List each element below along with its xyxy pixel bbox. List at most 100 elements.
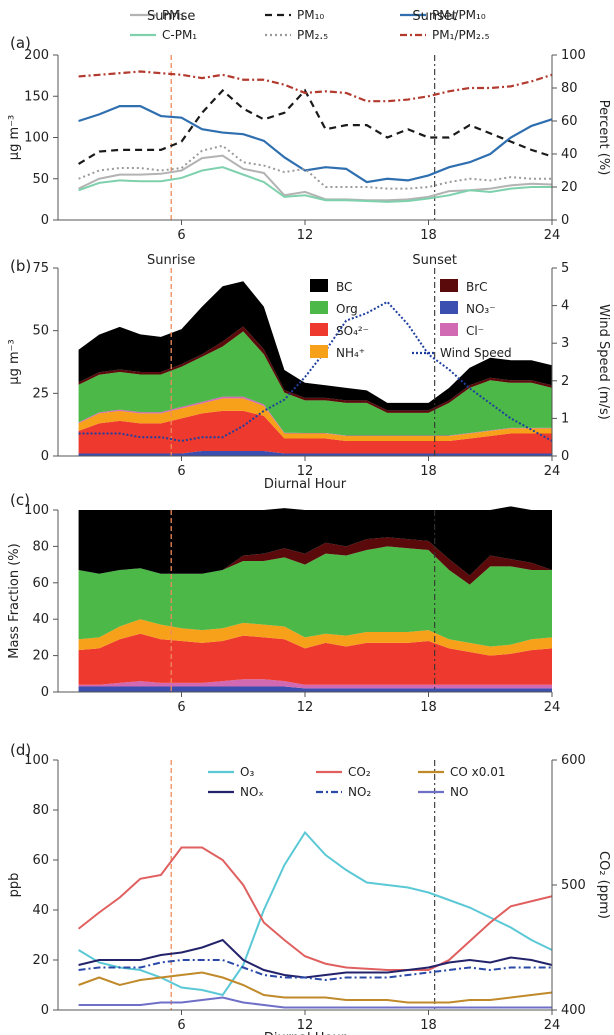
y-tick-label: 40 bbox=[32, 903, 49, 918]
legend-swatch-cl bbox=[440, 323, 458, 336]
legend-label-pm1_pm10: PM₁/PM₁₀ bbox=[432, 8, 486, 22]
series-o3 bbox=[78, 830, 553, 997]
x-tick-label: 18 bbox=[420, 700, 437, 715]
y-tick-label: 80 bbox=[32, 803, 49, 818]
legend-label-so4: SO₄²⁻ bbox=[336, 324, 369, 338]
legend-label-co: CO x0.01 bbox=[450, 765, 505, 779]
y2-axis-label: CO₂ (ppm) bbox=[596, 851, 611, 919]
x-tick-label: 24 bbox=[544, 464, 561, 479]
y-tick-label: 80 bbox=[32, 539, 49, 554]
legend-label-nox: NOₓ bbox=[240, 785, 264, 799]
series-cpm1 bbox=[78, 166, 552, 203]
y-axis-label: Mass Fraction (%) bbox=[7, 543, 22, 658]
area-cl bbox=[78, 679, 552, 689]
y2-tick-label: 100 bbox=[561, 48, 586, 63]
legend-label-bc: BC bbox=[336, 280, 352, 294]
y-tick-label: 0 bbox=[41, 213, 49, 228]
panel-label: (d) bbox=[10, 741, 31, 759]
x-tick-label: 18 bbox=[420, 1018, 437, 1033]
y2-tick-label: 20 bbox=[561, 180, 578, 195]
legend-label-co2: CO₂ bbox=[348, 765, 371, 779]
x-tick-label: 12 bbox=[297, 700, 314, 715]
y-tick-label: 60 bbox=[32, 576, 49, 591]
y2-tick-label: 400 bbox=[561, 1003, 586, 1018]
x-axis-label: Diurnal Hour bbox=[264, 1031, 347, 1035]
area-org bbox=[78, 331, 552, 436]
x-tick-label: 12 bbox=[297, 464, 314, 479]
sunset-label: Sunset bbox=[412, 253, 457, 268]
legend-swatch-no3 bbox=[440, 301, 458, 314]
y-axis-label: μg m⁻³ bbox=[7, 339, 22, 384]
y2-tick-label: 40 bbox=[561, 147, 578, 162]
legend-label-o3: O₃ bbox=[240, 765, 254, 779]
x-tick-label: 12 bbox=[297, 228, 314, 243]
sunrise-label: Sunrise bbox=[147, 9, 195, 24]
legend-label-wind: Wind Speed bbox=[440, 346, 512, 360]
y-tick-label: 0 bbox=[41, 1003, 49, 1018]
legend-label-pm25: PM₂.₅ bbox=[297, 28, 328, 42]
y-tick-label: 50 bbox=[32, 324, 49, 339]
series-pm1_pm25 bbox=[78, 70, 553, 103]
y2-tick-label: 5 bbox=[561, 261, 569, 276]
area-so4 bbox=[78, 410, 552, 454]
legend-label-nh4: NH₄⁺ bbox=[336, 346, 365, 360]
y-tick-label: 100 bbox=[24, 753, 49, 768]
area-nh4 bbox=[78, 619, 552, 656]
area-brc bbox=[78, 537, 552, 585]
x-tick-label: 12 bbox=[297, 1018, 314, 1033]
y-tick-label: 150 bbox=[24, 89, 49, 104]
legend-label-org: Org bbox=[336, 302, 358, 316]
area-bc bbox=[78, 281, 552, 411]
series-no bbox=[78, 996, 552, 1009]
y-axis-label: ppb bbox=[7, 873, 22, 898]
area-nh4 bbox=[78, 398, 552, 441]
y-tick-label: 40 bbox=[32, 612, 49, 627]
x-tick-label: 6 bbox=[177, 700, 185, 715]
y2-tick-label: 500 bbox=[561, 878, 586, 893]
area-so4 bbox=[78, 633, 552, 685]
panel-d: (d) 6 12 18 24 0 20 40 60 80 100 400 500 600 ppb CO₂ (p… bbox=[7, 741, 611, 1035]
x-tick-label: 6 bbox=[177, 464, 185, 479]
y-tick-label: 20 bbox=[32, 953, 49, 968]
legend-swatch-nh4 bbox=[310, 345, 328, 358]
legend-label-cl: Cl⁻ bbox=[466, 324, 484, 338]
panel-label: (c) bbox=[10, 491, 30, 509]
x-tick-label: 24 bbox=[544, 228, 561, 243]
y-tick-label: 100 bbox=[24, 131, 49, 146]
y-axis-label: μg m⁻³ bbox=[7, 115, 22, 160]
legend-swatch-so4 bbox=[310, 323, 328, 336]
panel-c: (c) 6 12 18 24 0 20 40 60 80 100 Mass Fraction (%) bbox=[7, 491, 560, 715]
y-tick-label: 20 bbox=[32, 649, 49, 664]
y-tick-label: 50 bbox=[32, 172, 49, 187]
y2-tick-label: 1 bbox=[561, 411, 569, 426]
series-pm25 bbox=[78, 144, 552, 190]
legend-label-pm1_pm25: PM₁/PM₂.₅ bbox=[432, 28, 490, 42]
x-tick-label: 6 bbox=[177, 1018, 185, 1033]
legend-swatch-org bbox=[310, 301, 328, 314]
sunset-label: Sunset bbox=[412, 9, 457, 24]
y-tick-label: 75 bbox=[32, 261, 49, 276]
series-pm10 bbox=[78, 88, 553, 165]
y2-axis-label: Wind Speed (m/s) bbox=[596, 304, 611, 420]
series-wind bbox=[78, 300, 553, 442]
y-tick-label: 200 bbox=[24, 48, 49, 63]
y2-tick-label: 2 bbox=[561, 374, 569, 389]
legend-swatch-bc bbox=[310, 279, 328, 292]
y-tick-label: 0 bbox=[41, 449, 49, 464]
x-tick-label: 6 bbox=[177, 228, 185, 243]
y2-tick-label: 3 bbox=[561, 336, 569, 351]
series-no2 bbox=[78, 959, 552, 982]
legend-label-brc: BrC bbox=[466, 280, 488, 294]
y-tick-label: 25 bbox=[32, 386, 49, 401]
x-tick-label: 18 bbox=[420, 464, 437, 479]
y2-tick-label: 0 bbox=[561, 449, 569, 464]
series-nox bbox=[78, 938, 553, 979]
y2-tick-label: 4 bbox=[561, 299, 569, 314]
series-co2 bbox=[77, 846, 553, 971]
y-tick-label: 60 bbox=[32, 853, 49, 868]
area-no3 bbox=[78, 686, 552, 692]
legend-label-no: NO bbox=[450, 785, 468, 799]
